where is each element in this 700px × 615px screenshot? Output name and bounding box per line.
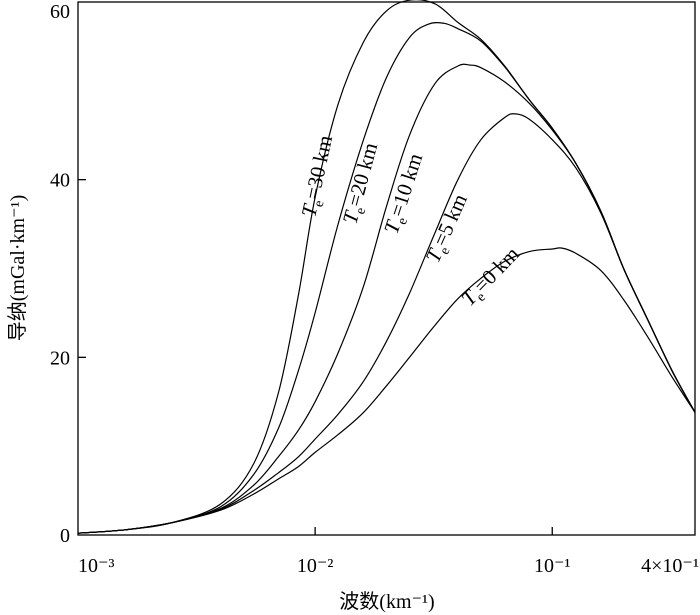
y-tick-label: 60	[50, 1, 70, 23]
y-tick-label: 20	[50, 347, 70, 369]
y-tick-label: 0	[60, 525, 70, 547]
x-axis-title: 波数(km⁻¹)	[339, 590, 434, 613]
curve-label-3: Te=5 km	[421, 190, 476, 267]
curve-label-1: Te=20 km	[338, 140, 386, 227]
y-tick-label: 40	[50, 170, 70, 192]
series-line-2	[77, 63, 696, 534]
x-tick-label: 10⁻³	[78, 555, 115, 577]
curve-label-0: Te=30 km	[296, 133, 341, 220]
curve-label-2: Te=10 km	[379, 150, 431, 237]
x-tick-label: 10⁻²	[297, 555, 334, 577]
curves-layer	[77, 0, 696, 534]
curve-label-4: Te=0 km	[456, 242, 526, 313]
plot-frame	[77, 1, 696, 536]
x-tick-label: 10⁻¹	[534, 555, 571, 577]
series-line-3	[77, 113, 696, 534]
series-line-0	[77, 0, 696, 534]
series-line-4	[77, 247, 696, 534]
tick-layer: 10⁻³ 10⁻² 10⁻¹ 4×10⁻¹ 0 20 40 60	[50, 1, 699, 577]
series-line-1	[77, 21, 696, 534]
y-axis-title: 导纳(mGal·km⁻¹)	[6, 195, 29, 342]
x-tick-label: 4×10⁻¹	[641, 555, 699, 577]
